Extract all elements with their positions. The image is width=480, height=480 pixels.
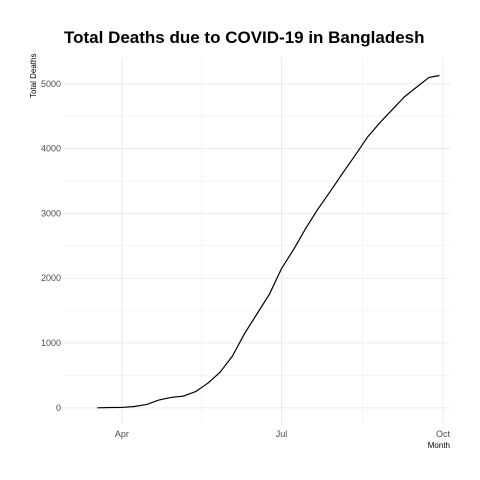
grid (64, 58, 450, 424)
y-tick-label: 3000 (41, 208, 61, 218)
y-axis-ticks: 0 1000 2000 3000 4000 5000 (41, 79, 61, 413)
x-tick-label: Apr (115, 429, 129, 439)
y-tick-label: 1000 (41, 338, 61, 348)
chart-title: Total Deaths due to COVID-19 in Banglade… (64, 28, 425, 47)
x-axis-title: Month (428, 441, 450, 450)
y-tick-label: 2000 (41, 273, 61, 283)
x-tick-label: Jul (276, 429, 288, 439)
y-tick-label: 0 (56, 403, 61, 413)
x-tick-label: Oct (436, 429, 451, 439)
y-tick-label: 5000 (41, 79, 61, 89)
y-tick-label: 4000 (41, 144, 61, 154)
total-deaths-line (97, 74, 440, 409)
y-axis-title: Total Deaths (29, 54, 38, 98)
x-axis-ticks: Apr Jul Oct (115, 429, 451, 439)
